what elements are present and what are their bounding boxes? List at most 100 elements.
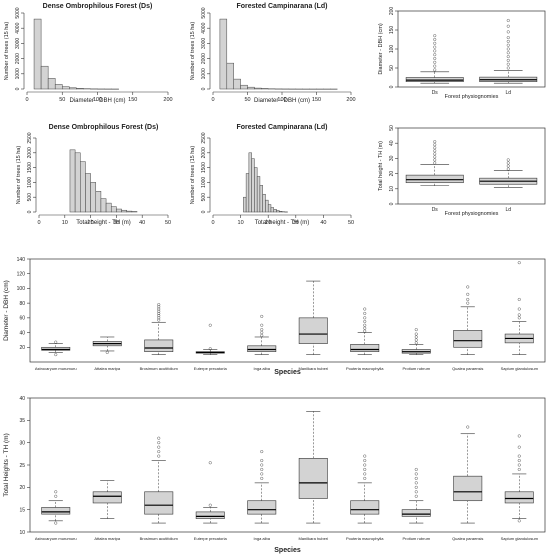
y-axis-label: Number of trees (15 ha) — [4, 22, 10, 81]
outlier-point — [363, 463, 367, 467]
y-tick-label: 0 — [201, 87, 207, 90]
dbh-boxplot-species: Astrocaryum murumuru Attalea maripa Brosim… — [3, 257, 546, 376]
histogram-bar — [245, 173, 250, 213]
histogram-bar — [251, 158, 255, 213]
histogram-bar — [110, 206, 117, 213]
y-tick-label: 1000 — [201, 68, 207, 79]
histogram-bar — [105, 202, 112, 213]
outlier-point — [414, 476, 418, 480]
x-tick-label: Pouteria macrophylla — [346, 536, 384, 541]
y-tick-label: 2000 — [201, 53, 207, 64]
outlier-point — [157, 309, 161, 313]
outlier-point — [433, 34, 437, 38]
outlier-point — [433, 143, 437, 147]
box-iqr — [453, 330, 483, 348]
chart-title: Forested Campinarana (Ld) — [236, 3, 327, 10]
histogram-bar — [219, 18, 228, 90]
outlier-point — [157, 318, 161, 322]
y-tick-label: 5000 — [15, 7, 21, 18]
x-axis-label: Diameter - DBH (cm) — [69, 98, 125, 104]
y-tick-label: 30 — [19, 440, 25, 446]
x-tick-label: 30 — [293, 220, 299, 226]
histogram-bar — [95, 191, 102, 213]
y-tick-label: 5000 — [201, 7, 207, 18]
outlier-point — [433, 158, 437, 162]
outlier-point — [506, 55, 510, 59]
outlier-point — [157, 314, 161, 318]
y-tick-label: 4000 — [15, 22, 21, 33]
outlier-point — [363, 307, 367, 311]
y-tick-label: 80 — [19, 301, 25, 307]
outlier-point — [433, 146, 437, 150]
outlier-point — [517, 307, 521, 311]
x-tick-label: Astrocaryum murumuru — [35, 366, 77, 371]
outlier-point — [157, 450, 161, 454]
x-tick-label: 150 — [312, 97, 321, 103]
x-tick-label: Astrocaryum murumuru — [35, 536, 77, 541]
histogram-bar — [270, 207, 274, 213]
x-tick-label: Qualea paraensis — [452, 536, 483, 541]
outlier-point — [157, 445, 161, 449]
outlier-point — [433, 140, 437, 144]
histogram-bar — [247, 86, 255, 90]
outlier-point — [433, 38, 437, 42]
x-tick-label: 40 — [139, 220, 145, 226]
outlier-point — [466, 285, 470, 289]
x-tick-label: Euterpe precatoria — [194, 536, 228, 541]
outlier-point — [260, 328, 264, 332]
y-tick-label: 1000 — [201, 177, 207, 188]
histogram-bar — [267, 204, 272, 213]
y-axis-label: Diameter - DBH (cm) — [378, 23, 384, 75]
outlier-point — [433, 53, 437, 57]
y-tick-label: 100 — [389, 45, 395, 54]
box-iqr — [504, 491, 534, 504]
box-iqr — [41, 346, 71, 351]
outlier-point — [506, 161, 510, 165]
box-iqr — [298, 317, 328, 344]
outlier-point — [363, 476, 367, 480]
outlier-point — [54, 353, 58, 357]
outlier-point — [433, 68, 437, 72]
box-iqr — [350, 344, 380, 353]
x-tick-label: 50 — [244, 97, 250, 103]
x-tick-label: 100 — [277, 97, 286, 103]
y-axis-label: Number of trees (15 ha) — [190, 22, 196, 81]
outlier-point — [157, 305, 161, 309]
chart-title: Dense Ombrophilous Forest (Ds) — [43, 3, 153, 10]
y-tick-label: 0 — [389, 85, 395, 88]
outlier-point — [54, 494, 58, 498]
x-tick-label: 200 — [163, 97, 172, 103]
y-tick-label: 2000 — [27, 147, 33, 158]
outlier-point — [414, 467, 418, 471]
box-iqr — [144, 491, 174, 515]
x-tick-label: Sapium glandulosum — [501, 366, 539, 371]
outlier-point — [363, 320, 367, 324]
histogram-bar — [226, 62, 234, 90]
outlier-point — [506, 66, 510, 70]
histogram-bar — [233, 78, 241, 90]
outlier-point — [433, 45, 437, 49]
x-axis-label: Forest physiognomies — [445, 211, 499, 217]
outlier-point — [363, 326, 367, 330]
box-iqr — [405, 174, 464, 184]
outlier-point — [208, 347, 212, 351]
x-tick-label: 0 — [25, 97, 28, 103]
outlier-point — [517, 445, 521, 449]
x-tick-label: Attalea maripa — [94, 366, 121, 371]
outlier-point — [260, 472, 264, 476]
box-iqr — [401, 509, 431, 517]
outlier-point — [260, 463, 264, 467]
outlier-point — [363, 311, 367, 315]
y-axis-label: Diameter - DBH (cm) — [3, 280, 10, 341]
outlier-point — [506, 62, 510, 66]
y-axis-label: Total Heights - TH (m) — [3, 433, 10, 496]
x-tick-label: Brosimum acutifolium — [140, 536, 179, 541]
outlier-point — [208, 323, 212, 327]
y-tick-label: 2500 — [201, 132, 207, 143]
outlier-point — [506, 36, 510, 40]
y-tick-label: 2000 — [201, 147, 207, 158]
x-tick-label: 0 — [37, 220, 40, 226]
histogram-bar — [273, 209, 277, 213]
y-tick-label: 0 — [27, 210, 33, 213]
box-iqr — [41, 507, 71, 515]
